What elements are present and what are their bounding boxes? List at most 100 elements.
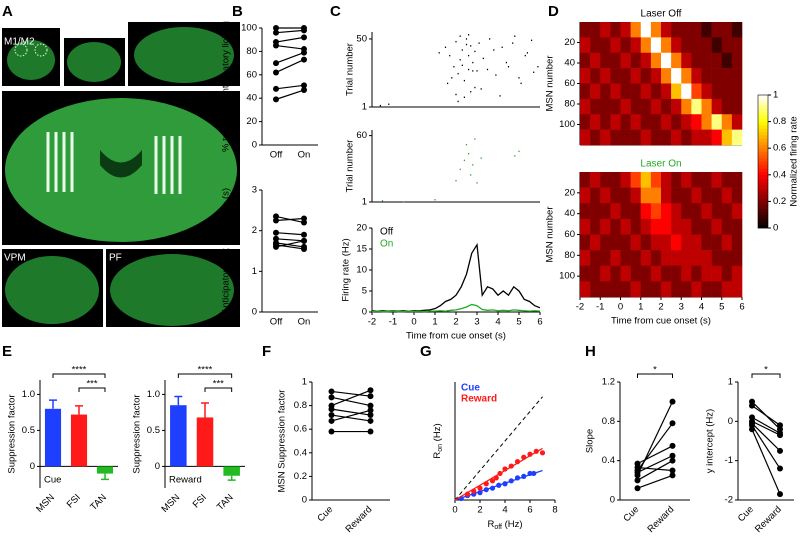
heatmap-cell [640, 265, 652, 282]
heatmap-cell [671, 172, 682, 188]
y-axis-label: Anticipatory lick onset time (s) [221, 188, 232, 314]
panel-letter: C [330, 3, 341, 20]
label-part: (Hz) [502, 519, 523, 530]
heatmap-cell [640, 172, 652, 188]
panel-a-images: M1/M2 VPM PF [2, 22, 240, 327]
heatmap-cell [600, 83, 611, 100]
category-label: On [298, 150, 311, 161]
ventricle [100, 150, 142, 178]
heatmap-cell [650, 114, 662, 130]
heatmap-cell [610, 187, 621, 204]
heatmap-cell [630, 281, 642, 298]
significance-label: **** [198, 365, 213, 376]
colorbar-step [758, 138, 768, 142]
colorbar-step [758, 191, 768, 196]
heatmap-cell [630, 68, 642, 84]
heatmap-cell [731, 234, 743, 251]
y-tick-label: 1 [728, 377, 733, 388]
brain-image [7, 40, 55, 80]
heatmap-cell [610, 22, 621, 38]
heatmap-cell [590, 129, 601, 146]
bar [196, 417, 214, 467]
colorbar-tick-label: 0.8 [773, 116, 786, 127]
colorbar-step [758, 141, 768, 146]
heatmap-cell [701, 68, 712, 84]
y-tick-label: 1 [302, 377, 307, 388]
heatmap-cell [731, 218, 743, 235]
colorbar-step [758, 151, 768, 156]
heatmap-cell [650, 281, 662, 298]
x-tick-label: -2 [368, 317, 376, 328]
heatmap-cell [640, 250, 652, 267]
y-tick-label: 0 [610, 495, 615, 506]
y-tick-label: 0 [728, 416, 733, 427]
pair-line [275, 84, 305, 90]
x-tick-label: 2 [658, 302, 663, 313]
colorbar-step [758, 114, 768, 119]
spike [472, 61, 474, 64]
heatmap-cell [671, 203, 682, 220]
heatmap-cell [701, 22, 712, 38]
heatmap-cell [590, 234, 601, 251]
heatmap-cell [691, 187, 702, 204]
panel-letter: H [585, 343, 596, 360]
heatmap-cell [711, 218, 723, 235]
significance-label: **** [72, 365, 87, 376]
heatmap-cell [600, 98, 611, 115]
heatmap-cell [681, 203, 692, 220]
x-tick-label: 5 [516, 317, 521, 328]
heatmap-cell [590, 265, 601, 282]
colorbar-step [758, 221, 768, 225]
heatmap-cell [701, 281, 712, 298]
heatmap-cell [640, 218, 652, 235]
heatmap-cell [661, 265, 672, 282]
heatmap-cell [650, 52, 662, 69]
heatmap-cell [691, 114, 702, 130]
y-tick-label: -1 [725, 455, 733, 466]
heatmap-cell [630, 187, 642, 204]
pair-dot [777, 491, 783, 498]
heatmap-cell [640, 22, 652, 38]
reference-line [454, 396, 543, 501]
scatter-point [477, 485, 483, 491]
heatmap-cell [661, 83, 672, 100]
pair-line [751, 420, 781, 436]
heatmap-cell [711, 172, 723, 188]
heatmap-cell [580, 68, 591, 84]
pair-dot [634, 469, 641, 476]
spike [520, 82, 522, 85]
significance-bracket [177, 373, 233, 378]
spike [468, 152, 470, 155]
heatmap-cell [630, 98, 642, 115]
significance-label: * [764, 365, 768, 376]
spike [463, 96, 465, 98]
colorbar-step [758, 108, 768, 112]
heatmap-cell [731, 187, 743, 204]
colorbar-step [758, 188, 768, 192]
pair-line [751, 416, 781, 434]
heatmap-cell [600, 250, 611, 267]
heatmap-cell [580, 129, 591, 146]
y-tick-label: 20 [564, 37, 575, 48]
y-tick-label: 1 [362, 102, 367, 113]
heatmap-cell [590, 114, 601, 130]
x-tick-label: 2 [477, 505, 482, 516]
heatmap-cell [590, 218, 601, 235]
heatmap-cell [691, 234, 702, 251]
heatmap-cell [590, 203, 601, 220]
y-tick-label: 60 [564, 229, 575, 240]
heatmap-cell [671, 129, 682, 146]
y-tick-label: 1 [362, 197, 367, 208]
heatmap-cell [731, 83, 743, 100]
heatmap-cell [600, 187, 611, 204]
heatmap-cell [681, 187, 692, 204]
pair-dot [669, 420, 676, 427]
heatmap-cell [620, 83, 631, 100]
panel-letter: F [262, 343, 271, 360]
colorbar-step [758, 118, 768, 122]
heatmap-cell [661, 250, 672, 267]
heatmap-cell [620, 187, 631, 204]
brain-image [67, 42, 121, 82]
heatmap-cell [691, 98, 702, 115]
pair-dot [273, 243, 279, 250]
